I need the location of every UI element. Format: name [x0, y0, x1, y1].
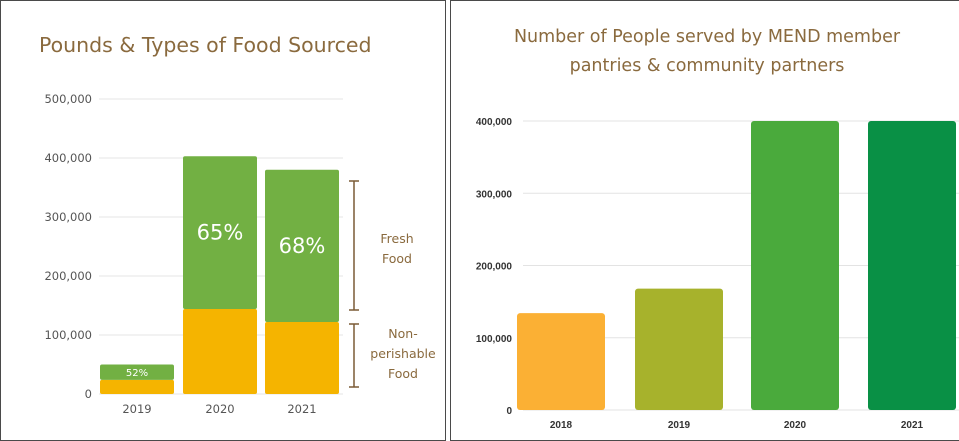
nonperishable-food-label: Food [388, 366, 418, 381]
x-tick-label: 2020 [205, 402, 234, 416]
people-served-chart: Number of People served by MEND member p… [476, 27, 959, 431]
chart-title: Pounds & Types of Food Sourced [39, 33, 372, 57]
x-tick-label: 2021 [287, 402, 316, 416]
food-sourced-chart-panel: Pounds & Types of Food Sourced 0 100,000 2… [0, 0, 446, 441]
x-tick-label: 2018 [550, 420, 573, 431]
y-tick-label: 400,000 [476, 117, 513, 128]
bar-fresh [183, 156, 257, 310]
bar-fresh [265, 169, 339, 323]
y-tick-label: 200,000 [476, 262, 513, 273]
chart-title-line-1: Number of People served by MEND member [514, 27, 901, 47]
nonperishable-food-label: Non- [388, 326, 417, 341]
y-tick-label: 0 [506, 406, 512, 417]
x-tick-label: 2020 [784, 420, 807, 431]
x-tick-label: 2019 [122, 402, 151, 416]
y-tick-label: 200,000 [44, 269, 92, 283]
fresh-food-label: Fresh [380, 231, 413, 246]
data-label: 65% [197, 221, 244, 245]
bar [751, 121, 839, 410]
y-tick-label: 300,000 [44, 210, 92, 224]
chart-title-line-2: pantries & community partners [570, 56, 845, 76]
y-tick-label: 500,000 [44, 92, 92, 106]
bar [517, 313, 605, 410]
data-label: 52% [126, 368, 148, 379]
food-sourced-chart: Pounds & Types of Food Sourced 0 100,000 2… [39, 33, 436, 416]
y-tick-label: 100,000 [476, 334, 513, 345]
y-tick-label: 100,000 [44, 328, 92, 342]
bar-fresh [100, 364, 174, 380]
fresh-food-label: Food [382, 251, 412, 266]
y-tick-label: 300,000 [476, 189, 513, 200]
people-served-chart-panel: Number of People served by MEND member p… [450, 0, 959, 441]
bar-nonperishable [100, 379, 174, 394]
bar-nonperishable [183, 309, 257, 394]
nonperishable-food-label: perishable [370, 346, 436, 361]
bar [635, 288, 723, 410]
x-tick-label: 2021 [901, 420, 924, 431]
bar [868, 121, 956, 410]
y-tick-label: 400,000 [44, 151, 92, 165]
x-tick-label: 2019 [668, 420, 691, 431]
y-tick-label: 0 [85, 387, 92, 401]
data-label: 68% [279, 234, 326, 258]
bar-nonperishable [265, 322, 339, 394]
